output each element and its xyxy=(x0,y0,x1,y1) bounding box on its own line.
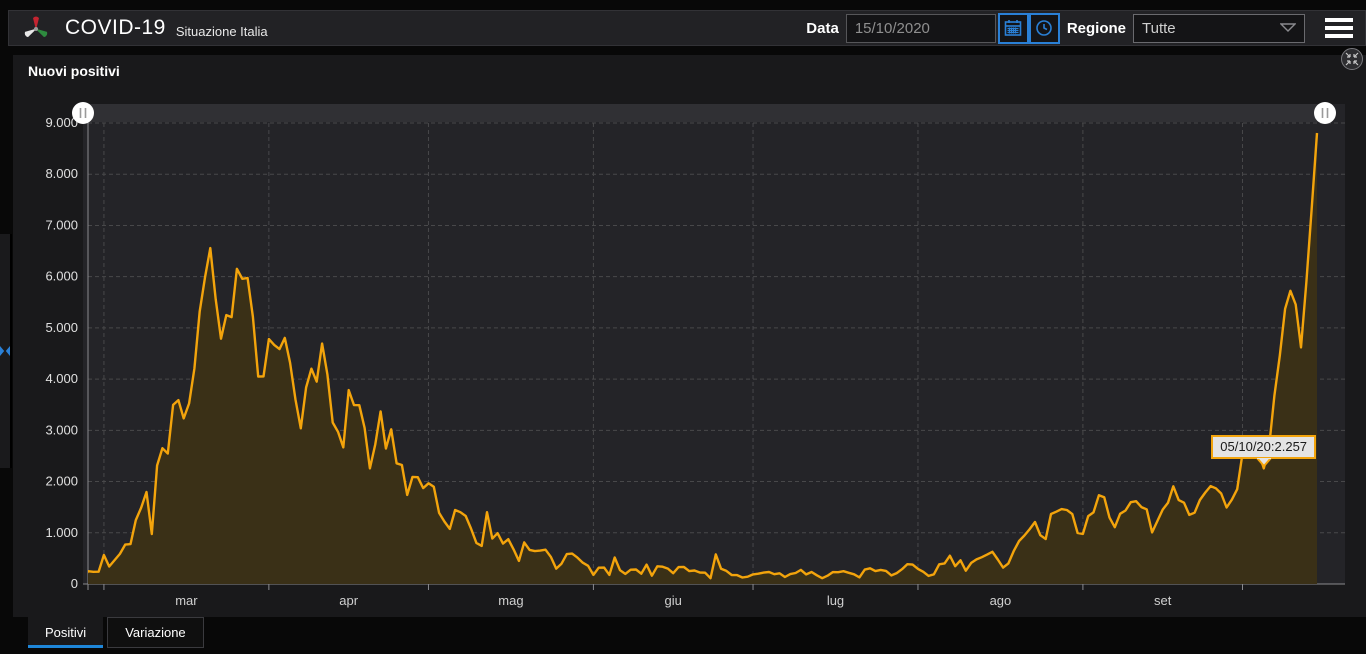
region-selected-value: Tutte xyxy=(1142,19,1176,37)
chart-title: Nuovi positivi xyxy=(28,63,120,79)
drawer-expand-icon xyxy=(0,346,10,356)
series-area-fill xyxy=(88,133,1317,584)
chevron-down-icon xyxy=(1280,23,1296,32)
y-axis-label: 1.000 xyxy=(45,525,78,540)
collapse-arrows-icon xyxy=(1345,52,1359,66)
y-axis-label: 0 xyxy=(71,576,78,591)
y-axis-label: 4.000 xyxy=(45,371,78,386)
x-axis-label: lug xyxy=(827,593,844,608)
x-axis-label: apr xyxy=(339,593,358,608)
time-button[interactable] xyxy=(1028,12,1060,44)
calendar-icon xyxy=(1005,20,1022,36)
app-title: COVID-19 xyxy=(65,16,166,39)
tooltip-pointer xyxy=(1255,458,1272,468)
tab-positivi-label: Positivi xyxy=(45,625,87,640)
active-tab-indicator xyxy=(28,645,104,648)
app-header: COVID-19 Situazione Italia Data Regione … xyxy=(8,10,1366,46)
panel-collapse-button[interactable] xyxy=(1341,48,1363,70)
app-subtitle: Situazione Italia xyxy=(175,23,268,39)
calendar-button[interactable] xyxy=(997,12,1029,44)
tab-positivi[interactable]: Positivi xyxy=(28,617,104,648)
range-slider-right-handle[interactable] xyxy=(1314,102,1336,124)
y-axis-label: 6.000 xyxy=(45,269,78,284)
chart-tabs: Positivi Variazione xyxy=(28,617,204,648)
y-axis-label: 2.000 xyxy=(45,474,78,489)
range-slider-track[interactable] xyxy=(83,104,1325,122)
clock-icon xyxy=(1036,20,1053,36)
tab-variazione[interactable]: Variazione xyxy=(107,617,204,648)
x-axis-label: giu xyxy=(665,593,682,608)
protezione-civile-logo-icon xyxy=(24,16,48,38)
y-axis-label: 8.000 xyxy=(45,166,78,181)
date-input[interactable] xyxy=(845,13,996,43)
x-axis-label: set xyxy=(1154,593,1172,608)
x-axis-label: mag xyxy=(498,593,523,608)
y-axis-label: 5.000 xyxy=(45,320,78,335)
y-axis-label: 7.000 xyxy=(45,217,78,232)
y-axis-label: 9.000 xyxy=(45,115,78,130)
x-axis-label: mar xyxy=(175,593,198,608)
hamburger-menu-icon[interactable] xyxy=(1325,14,1353,42)
x-axis-label: ago xyxy=(990,593,1012,608)
range-slider-left-handle[interactable] xyxy=(72,102,94,124)
region-dropdown[interactable]: Tutte xyxy=(1133,13,1305,43)
area-chart: 0 1.000 2.000 3.000 4.000 5.000 6.000 7.000 8.00… xyxy=(45,102,1345,608)
collapsed-side-drawer[interactable] xyxy=(0,234,12,468)
tab-variazione-label: Variazione xyxy=(125,625,186,640)
region-label: Regione xyxy=(1066,19,1126,37)
chart-panel: Nuovi positivi 0 1.000 2.000 3.000 4.000 5.00… xyxy=(13,48,1366,617)
date-label: Data xyxy=(806,19,839,37)
data-point-tooltip: 05/10/20:2.257 xyxy=(1211,435,1317,460)
series-line xyxy=(88,132,1319,580)
y-axis-label: 3.000 xyxy=(45,422,78,437)
